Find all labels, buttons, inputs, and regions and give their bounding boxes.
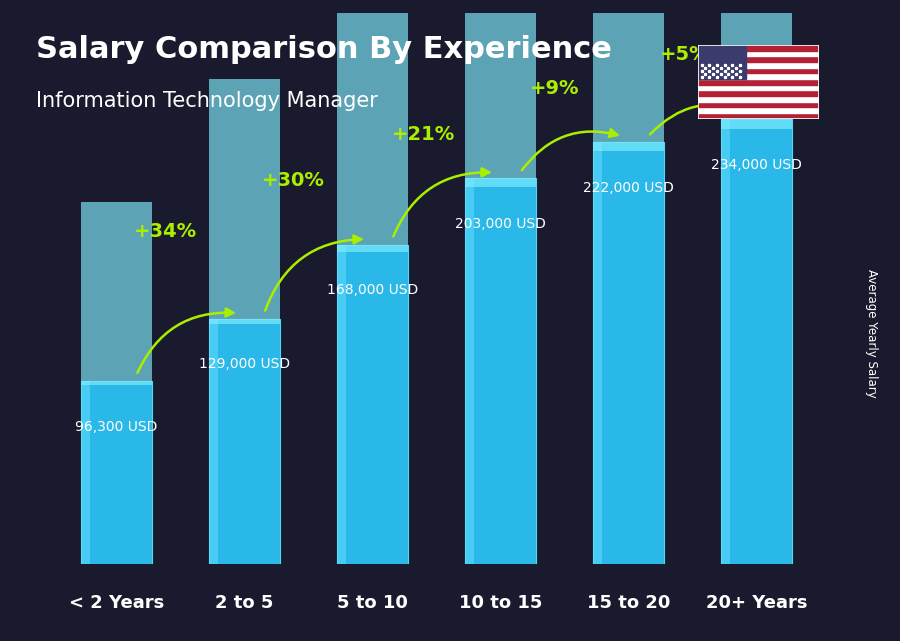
Bar [465,178,536,564]
Text: +30%: +30% [262,171,325,190]
Text: 222,000 USD: 222,000 USD [583,181,674,195]
Text: 10 to 15: 10 to 15 [459,594,542,613]
Text: 168,000 USD: 168,000 USD [327,283,418,297]
Bar [698,85,819,90]
Text: Salary Comparison By Experience: Salary Comparison By Experience [36,35,612,64]
Bar [698,73,819,79]
Bar [210,319,280,564]
Bar [721,119,730,564]
Bar [698,62,819,67]
Bar [698,101,819,107]
Bar [698,67,819,73]
Bar [210,79,280,324]
Text: 234,000 USD: 234,000 USD [711,158,802,172]
Text: +34%: +34% [133,222,197,241]
Bar [338,0,408,252]
Text: 96,300 USD: 96,300 USD [76,420,158,434]
Text: Information Technology Manager: Information Technology Manager [36,91,378,111]
Text: 129,000 USD: 129,000 USD [199,358,290,372]
Bar [210,319,218,564]
Text: < 2 Years: < 2 Years [69,594,164,613]
Bar [698,51,819,56]
Text: 5 to 10: 5 to 10 [338,594,408,613]
Text: +5%: +5% [660,45,709,64]
Bar [698,90,819,96]
Bar [593,142,602,564]
Bar [698,45,746,79]
Bar [81,381,90,564]
Text: 20+ Years: 20+ Years [706,594,807,613]
Text: 2 to 5: 2 to 5 [215,594,274,613]
Bar [81,381,152,564]
Bar [338,245,346,564]
Text: Average Yearly Salary: Average Yearly Salary [865,269,878,397]
Bar [465,178,473,564]
Bar [721,119,792,564]
Text: +21%: +21% [392,125,455,144]
Bar [698,79,819,85]
Bar [698,113,819,119]
Bar [698,45,819,51]
Bar [721,0,792,129]
Bar [698,107,819,113]
Text: +9%: +9% [529,79,579,98]
Bar [698,96,819,101]
Bar [593,0,663,151]
Text: 15 to 20: 15 to 20 [587,594,670,613]
Bar [465,0,536,187]
Bar [338,245,408,564]
Bar [593,142,663,564]
Text: 203,000 USD: 203,000 USD [455,217,546,231]
Bar [81,202,152,385]
Bar [698,56,819,62]
